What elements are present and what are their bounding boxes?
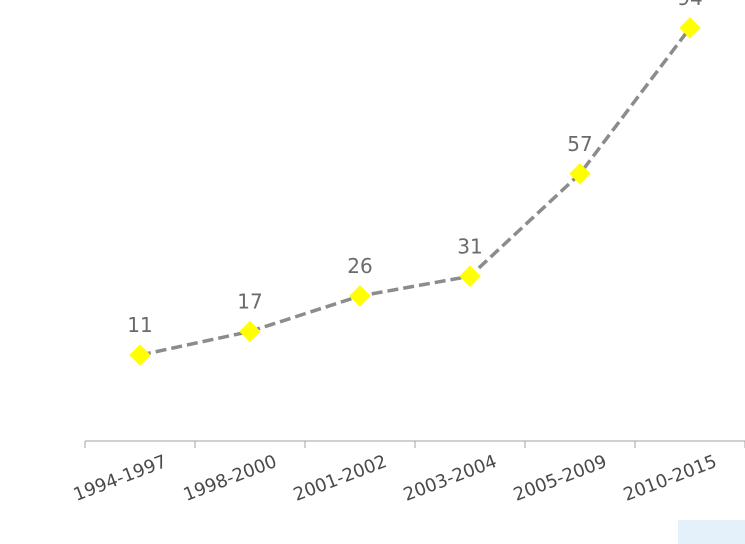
x-tick-label-layer: 1994-1997 1998-2000 2001-2002 2003-2004 2005… [71,451,720,506]
data-point-2010-2015 [679,17,701,39]
data-label-2003-2004: 31 [457,234,482,258]
corner-panel [678,520,745,544]
x-tick-label-2003-2004: 2003-2004 [401,451,500,506]
series-line [139,26,692,357]
x-tick-label-1998-2000: 1998-2000 [181,451,280,506]
data-point-2001-2002 [349,285,371,307]
data-label-2005-2009: 57 [567,132,592,156]
data-point-2005-2009 [569,163,591,185]
x-tick-label-2001-2002: 2001-2002 [291,451,390,506]
data-label-layer: 11 17 26 31 57 94 [127,0,702,337]
data-label-1998-2000: 17 [237,289,262,313]
data-point-1998-2000 [239,320,261,343]
data-marker-layer [129,17,701,366]
x-axis [84,440,745,448]
data-label-1994-1997: 11 [127,313,152,337]
x-tick-label-1994-1997: 1994-1997 [71,451,170,506]
data-point-2003-2004 [459,265,481,287]
data-label-2010-2015: 94 [677,0,702,10]
x-tick-label-2010-2015: 2010-2015 [621,451,720,506]
data-point-1994-1997 [129,344,151,366]
data-label-2001-2002: 26 [347,254,372,278]
x-tick-label-2005-2009: 2005-2009 [511,451,610,506]
series-line-layer [139,26,692,357]
